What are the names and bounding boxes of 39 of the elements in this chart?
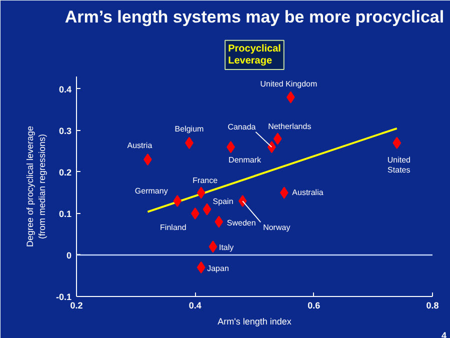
- x-tick-label: 0.6: [308, 300, 320, 310]
- annotation: United States: [387, 156, 410, 175]
- point: [392, 136, 402, 149]
- point: [238, 195, 247, 208]
- annotation: Denmark: [228, 156, 262, 165]
- annotation: Norway: [263, 222, 290, 232]
- annotation: Japan: [207, 264, 229, 273]
- annotation: France: [192, 176, 218, 186]
- y-tick-label: 0: [66, 250, 72, 260]
- annotation: Canada: [228, 122, 256, 132]
- y-axis-title: Degree of procyclical leverage (from median regressions): [24, 126, 47, 248]
- chart-title: Arm’s length systems may be more procyclical: [64, 8, 444, 26]
- y-tick-label: 0.1: [58, 208, 72, 219]
- chart-subtitle: Procyclical Leverage: [228, 43, 282, 66]
- annotation: Finland: [160, 223, 186, 232]
- annotation: Italy: [218, 243, 234, 252]
- y-tick-label: 0.3: [58, 126, 72, 136]
- annotation: Netherlands: [268, 122, 312, 132]
- annotation: Spain: [212, 196, 234, 206]
- point: [196, 186, 206, 199]
- y-tick-label: 0.2: [58, 167, 72, 178]
- point: [273, 132, 282, 145]
- annotation: United Kingdom: [260, 80, 318, 89]
- annotation: Austria: [127, 140, 153, 150]
- y-tick-label: -0.1: [56, 292, 72, 302]
- x-axis-title: Arm's length index: [218, 316, 292, 326]
- annotation: Sweden: [226, 218, 256, 228]
- x-tick-label: 0.8: [426, 300, 439, 310]
- x-tick-label: 0.4: [188, 300, 202, 310]
- x-tick-label: 0.2: [70, 300, 83, 310]
- point: [196, 261, 206, 274]
- point: [173, 195, 182, 208]
- annotation: Germany: [134, 186, 168, 196]
- point: [202, 203, 212, 216]
- point: [214, 216, 224, 228]
- annotation: Belgium: [174, 124, 204, 134]
- point: [208, 240, 218, 253]
- y-tick-label: 0.4: [58, 84, 72, 94]
- annotation: Australia: [292, 188, 324, 198]
